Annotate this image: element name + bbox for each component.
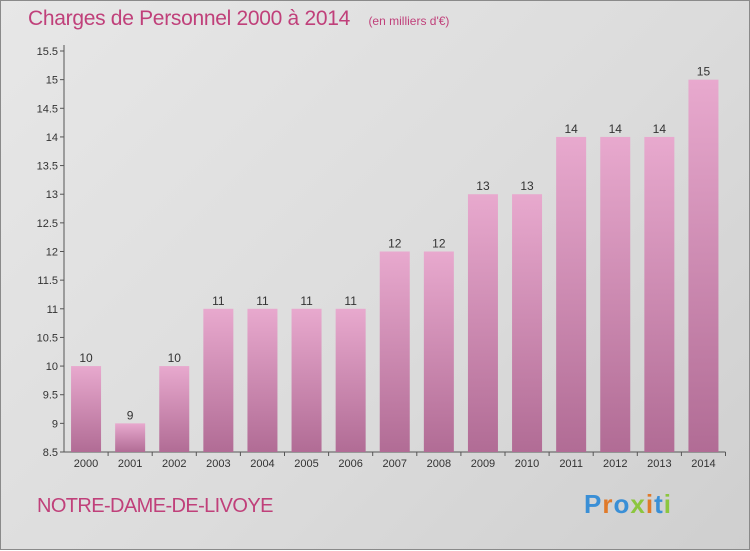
title-row: Charges de Personnel 2000 à 2014 (en mil… <box>28 7 449 31</box>
x-tick-label: 2006 <box>338 458 362 470</box>
data-label: 11 <box>344 294 357 308</box>
data-labels: 10 9 10 11 11 11 11 12 12 13 13 14 14 14 15 <box>79 65 710 423</box>
y-tick-label: 11.5 <box>37 275 58 287</box>
y-tick-label: 12 <box>46 247 58 259</box>
x-tick-label: 2003 <box>206 458 230 470</box>
logo-letter: o <box>613 489 631 519</box>
data-label: 12 <box>432 237 446 251</box>
y-tick-label: 9 <box>52 418 58 430</box>
data-label: 14 <box>653 122 667 136</box>
bar <box>512 194 543 452</box>
y-tick-label: 11 <box>47 304 58 316</box>
y-tick-label: 12.5 <box>37 218 58 230</box>
x-tick-label: 2008 <box>427 458 451 470</box>
y-tick-label: 8.5 <box>43 447 58 459</box>
x-tick-label: 2010 <box>515 458 539 470</box>
data-label: 10 <box>168 351 182 365</box>
bar <box>71 366 102 452</box>
y-tick-label: 14 <box>46 132 58 144</box>
x-tick-label: 2000 <box>74 458 98 470</box>
x-tick-label: 2012 <box>603 458 627 470</box>
y-tick-label: 13 <box>46 189 58 201</box>
y-tick-label: 10 <box>46 361 58 373</box>
data-label: 9 <box>127 408 134 422</box>
logo-letter: x <box>630 489 646 519</box>
logo-letter: t <box>654 489 664 519</box>
y-tick-label: 15 <box>46 75 58 87</box>
proxiti-logo[interactable]: Proxiti <box>584 489 672 520</box>
data-label: 13 <box>520 179 534 193</box>
logo-letter: i <box>645 489 655 519</box>
logo-letter: i <box>663 489 672 519</box>
x-tick-label: 2007 <box>383 458 407 470</box>
bar <box>335 308 366 452</box>
data-label: 13 <box>476 179 490 193</box>
y-tick-label: 14.5 <box>37 103 58 115</box>
bars <box>71 79 719 453</box>
data-label: 14 <box>609 122 623 136</box>
logo-letter: r <box>602 489 614 519</box>
x-tick-label: 2002 <box>162 458 186 470</box>
y-tick-label: 13.5 <box>37 161 58 173</box>
y-tick-label: 10.5 <box>37 332 58 344</box>
x-tick-label: 2004 <box>250 458 274 470</box>
x-tick-label: 2005 <box>294 458 318 470</box>
bar <box>291 308 322 452</box>
x-tick-label: 2011 <box>559 458 583 470</box>
x-tick-label: 2014 <box>691 458 715 470</box>
bar <box>467 194 498 452</box>
bar <box>644 136 675 452</box>
bar <box>247 308 278 452</box>
data-label: 14 <box>564 122 578 136</box>
y-tick-label: 9.5 <box>43 390 58 402</box>
logo-letter: P <box>584 489 603 519</box>
x-tick-label: 2013 <box>647 458 671 470</box>
bar <box>688 79 719 453</box>
bar <box>379 251 410 452</box>
bar <box>423 251 454 452</box>
data-label: 11 <box>256 294 269 308</box>
bar <box>115 423 146 452</box>
y-tick-label: 15.5 <box>37 46 58 58</box>
data-label: 12 <box>388 237 402 251</box>
data-label: 11 <box>300 294 313 308</box>
x-tick-label: 2001 <box>118 458 142 470</box>
data-label: 11 <box>212 294 225 308</box>
x-tick-label: 2009 <box>471 458 495 470</box>
place-name: NOTRE-DAME-DE-LIVOYE <box>37 495 273 517</box>
data-label: 10 <box>79 351 93 365</box>
bar <box>203 308 234 452</box>
chart-subtitle: (en milliers d'€) <box>368 14 450 28</box>
bar <box>556 136 587 452</box>
data-label: 15 <box>697 65 711 79</box>
chart-title: Charges de Personnel 2000 à 2014 <box>28 7 350 30</box>
bar <box>600 136 631 452</box>
bar <box>159 366 190 452</box>
